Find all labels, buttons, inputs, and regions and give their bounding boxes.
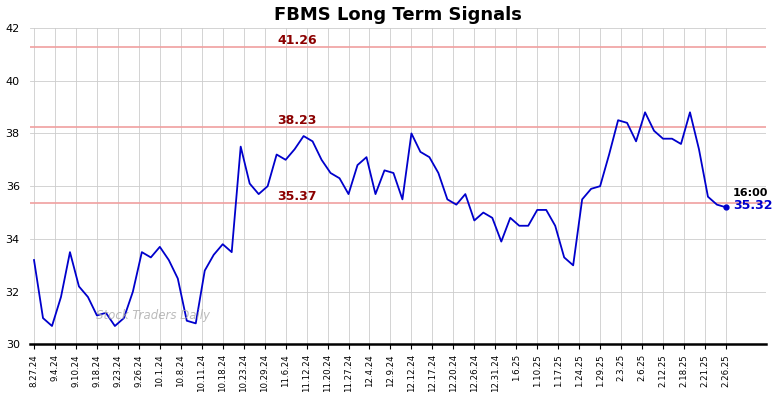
Text: 35.32: 35.32 [733,199,772,213]
Text: 38.23: 38.23 [278,114,317,127]
Text: Stock Traders Daily: Stock Traders Daily [96,309,210,322]
Title: FBMS Long Term Signals: FBMS Long Term Signals [274,6,522,23]
Text: 16:00: 16:00 [733,188,768,198]
Text: 35.37: 35.37 [278,190,317,203]
Text: 41.26: 41.26 [277,34,317,47]
